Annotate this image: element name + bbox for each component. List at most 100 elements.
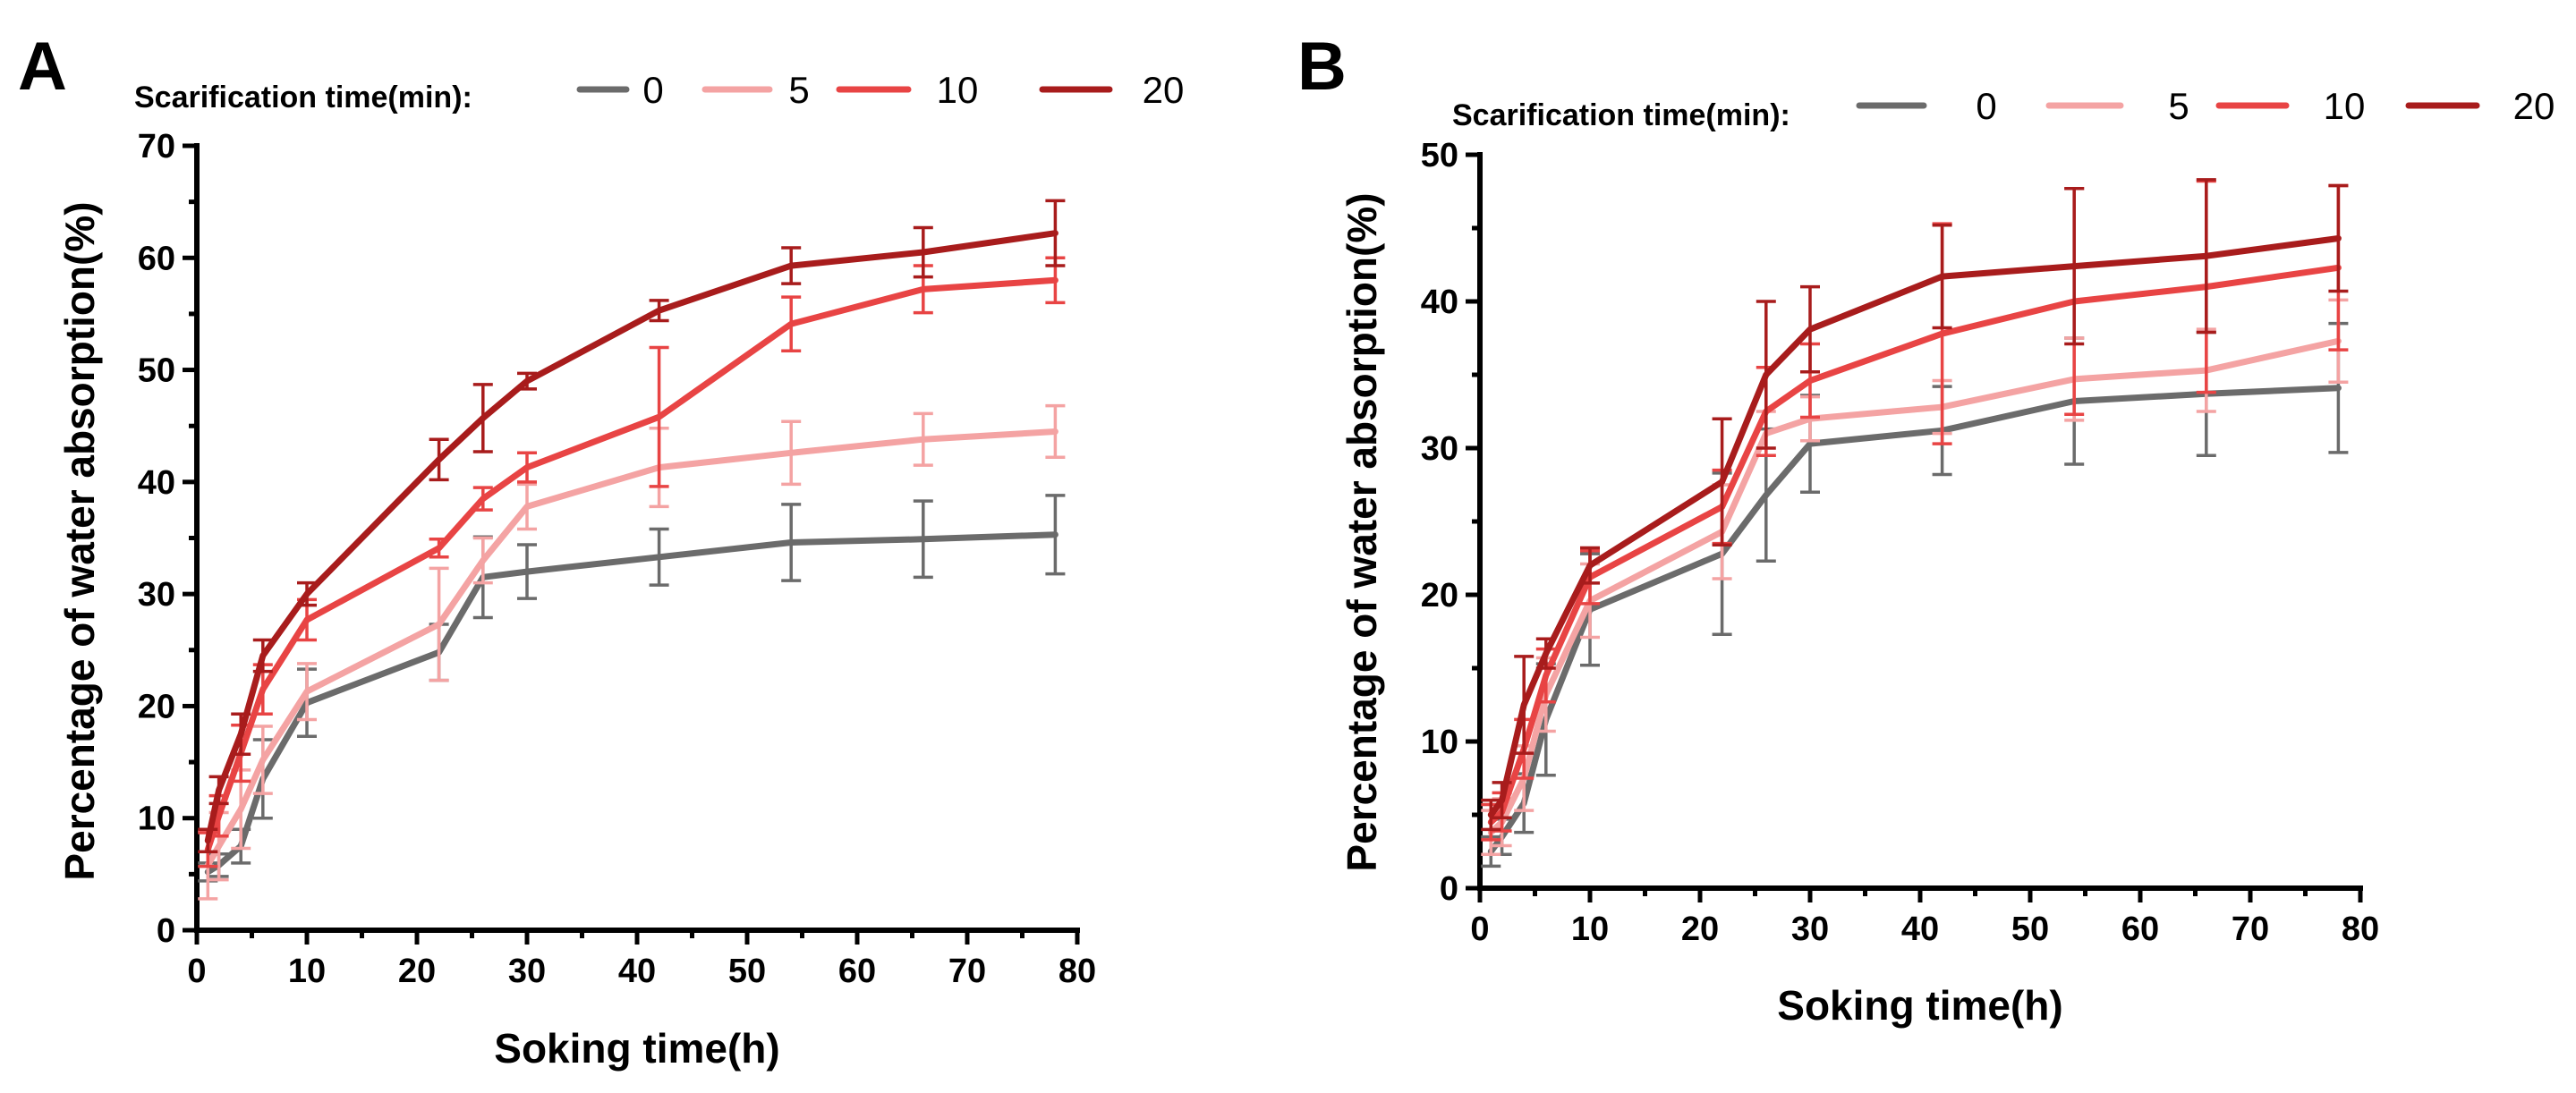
x-tick-label: 0 bbox=[187, 953, 206, 990]
data-point bbox=[1807, 326, 1813, 333]
x-tick-label: 70 bbox=[948, 953, 986, 990]
series-line bbox=[204, 230, 1058, 844]
data-point bbox=[788, 539, 795, 546]
y-tick-label: 40 bbox=[138, 464, 175, 502]
data-point bbox=[524, 378, 530, 385]
legend-label: 10 bbox=[937, 69, 979, 111]
panel-a-letter: A bbox=[18, 29, 67, 105]
data-point bbox=[259, 757, 266, 763]
data-point bbox=[920, 436, 926, 443]
panel-b-x-axis-title: Soking time(h) bbox=[1777, 982, 2062, 1029]
data-point bbox=[436, 456, 442, 462]
legend-label: 0 bbox=[642, 69, 663, 111]
panel-b-legend: 0 5 10 20 bbox=[1856, 85, 2555, 127]
panel-b: B Scarification time(min): 0 5 10 20 Percen… bbox=[1297, 29, 2555, 1029]
x-tick-label: 60 bbox=[838, 953, 876, 990]
data-point bbox=[788, 263, 795, 269]
data-point bbox=[1807, 377, 1813, 384]
data-point bbox=[2335, 385, 2342, 391]
y-tick-label: 20 bbox=[1421, 577, 1458, 614]
x-tick-label: 80 bbox=[1058, 953, 1096, 990]
x-tick-label: 50 bbox=[728, 953, 766, 990]
legend-item-5: 5 bbox=[2045, 85, 2189, 127]
data-point bbox=[1543, 673, 1549, 679]
x-tick-label: 0 bbox=[1470, 911, 1489, 948]
data-point bbox=[1763, 372, 1769, 377]
x-tick-label: 20 bbox=[1681, 911, 1719, 948]
x-tick-label: 60 bbox=[2121, 911, 2159, 948]
data-point bbox=[1052, 277, 1058, 284]
data-point bbox=[1521, 702, 1527, 707]
series-0-min bbox=[198, 494, 1066, 883]
data-point bbox=[2335, 235, 2342, 241]
data-point bbox=[436, 545, 442, 551]
legend-item-10: 10 bbox=[836, 69, 979, 111]
data-point bbox=[480, 557, 486, 563]
data-point bbox=[1807, 441, 1813, 447]
panel-a-legend-title: Scarification time(min): bbox=[134, 80, 472, 114]
data-point bbox=[1763, 492, 1769, 498]
data-point bbox=[480, 415, 486, 421]
series-0-min bbox=[1481, 321, 2349, 868]
data-point bbox=[1939, 331, 1945, 337]
data-point bbox=[1543, 650, 1549, 657]
data-point bbox=[1488, 812, 1494, 818]
data-point bbox=[1587, 563, 1593, 569]
x-tick-label: 70 bbox=[2232, 911, 2269, 948]
data-point bbox=[920, 286, 926, 292]
y-tick-label: 20 bbox=[138, 688, 175, 725]
panel-b-letter: B bbox=[1297, 29, 1347, 105]
panel-b-legend-title: Scarification time(min): bbox=[1452, 98, 1790, 132]
legend-item-0: 0 bbox=[1856, 85, 1997, 127]
legend-item-20: 20 bbox=[2405, 85, 2555, 127]
legend-item-0: 0 bbox=[576, 69, 664, 111]
data-point bbox=[304, 616, 310, 623]
data-point bbox=[920, 536, 926, 542]
legend-label: 5 bbox=[2168, 85, 2189, 127]
legend-item-20: 20 bbox=[1039, 69, 1185, 111]
x-tick-label: 40 bbox=[1901, 911, 1939, 948]
data-point bbox=[205, 837, 211, 843]
data-point bbox=[920, 250, 926, 256]
data-point bbox=[216, 813, 222, 819]
series-line bbox=[1487, 337, 2342, 836]
x-tick-label: 80 bbox=[2342, 911, 2379, 948]
data-point bbox=[1052, 428, 1058, 435]
legend-label: 5 bbox=[788, 69, 809, 111]
data-point bbox=[524, 569, 530, 575]
x-tick-label: 30 bbox=[508, 953, 546, 990]
data-point bbox=[1939, 274, 1945, 280]
legend-item-5: 5 bbox=[701, 69, 810, 111]
y-tick-label: 70 bbox=[138, 128, 175, 165]
data-point bbox=[1499, 797, 1505, 803]
data-point bbox=[480, 496, 486, 502]
data-point bbox=[259, 686, 266, 692]
data-point bbox=[524, 504, 530, 510]
panel-a-x-axis-title: Soking time(h) bbox=[494, 1025, 779, 1072]
series-5-min bbox=[1481, 298, 2349, 857]
series-5-min bbox=[198, 403, 1066, 901]
y-tick-label: 30 bbox=[1421, 430, 1458, 468]
data-point bbox=[656, 414, 662, 420]
panel-b-plot: 0 10 20 30 40 50 0 10 20 30 40 50 60 70 80 bbox=[1421, 137, 2379, 948]
x-tick-label: 10 bbox=[1571, 911, 1609, 948]
y-tick-label: 50 bbox=[1421, 137, 1458, 174]
legend-label: 0 bbox=[1976, 85, 1996, 127]
legend-label: 20 bbox=[2513, 85, 2555, 127]
panel-a-legend: 0 5 10 20 bbox=[576, 69, 1185, 111]
data-point bbox=[238, 806, 244, 812]
series-10-min bbox=[1481, 179, 2349, 842]
data-point bbox=[216, 843, 222, 850]
series-line bbox=[1487, 385, 2342, 855]
data-point bbox=[524, 464, 530, 470]
y-tick-label: 50 bbox=[138, 352, 175, 390]
series-line bbox=[204, 276, 1058, 853]
data-point bbox=[304, 591, 310, 597]
x-tick-label: 10 bbox=[288, 953, 326, 990]
panel-a-y-axis-title: Percentage of water absorption(%) bbox=[56, 201, 103, 880]
legend-label: 10 bbox=[2324, 85, 2366, 127]
y-tick-label: 0 bbox=[157, 912, 175, 950]
legend-label: 20 bbox=[1143, 69, 1185, 111]
panel-a: A Scarification time(min): 0 5 10 20 Percen… bbox=[18, 29, 1184, 1072]
data-point bbox=[304, 689, 310, 695]
